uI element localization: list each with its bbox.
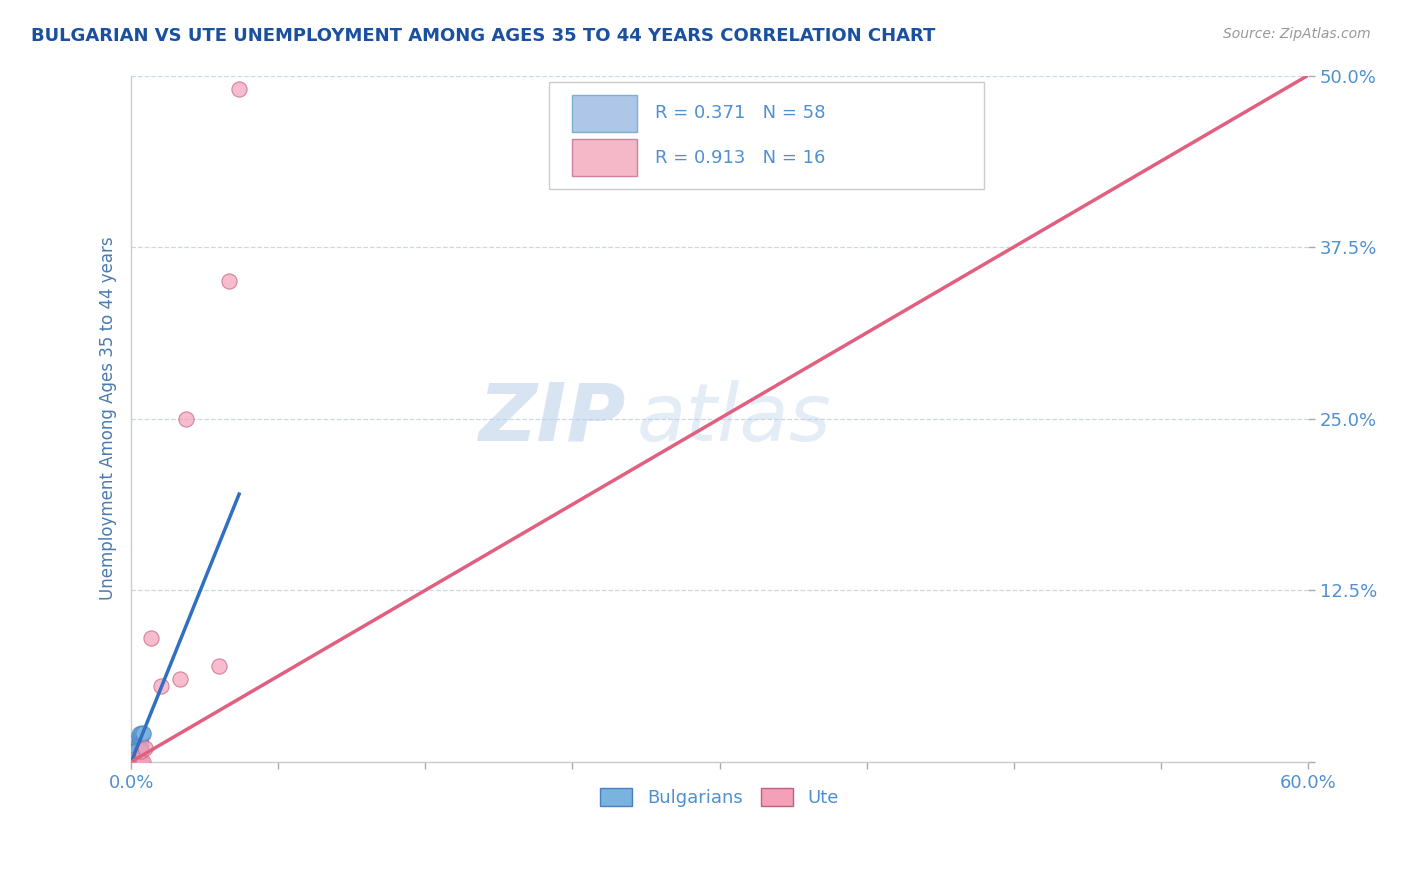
Point: [128, 730, 150, 744]
Point: [122, 753, 145, 767]
Point: [127, 742, 149, 756]
Point: [139, 632, 162, 646]
Point: [122, 753, 145, 767]
Point: [122, 753, 145, 767]
Point: [124, 744, 146, 758]
Legend: Bulgarians, Ute: Bulgarians, Ute: [593, 780, 846, 814]
Text: BULGARIAN VS UTE UNEMPLOYMENT AMONG AGES 35 TO 44 YEARS CORRELATION CHART: BULGARIAN VS UTE UNEMPLOYMENT AMONG AGES…: [31, 27, 935, 45]
Point: [122, 752, 145, 766]
Point: [128, 741, 150, 756]
Point: [120, 753, 142, 767]
Point: [128, 739, 150, 754]
Point: [127, 747, 149, 762]
Point: [122, 752, 145, 766]
Point: [129, 755, 152, 769]
Point: [120, 755, 142, 769]
Point: [120, 752, 142, 766]
Bar: [572, 138, 637, 177]
Point: [174, 411, 197, 425]
Point: [122, 755, 145, 769]
Point: [122, 747, 145, 762]
Point: [122, 753, 145, 767]
Point: [120, 755, 142, 769]
Point: [122, 755, 145, 769]
Point: [120, 753, 142, 767]
Point: [124, 749, 146, 764]
Point: [127, 741, 149, 756]
Point: [228, 82, 250, 96]
Point: [120, 753, 142, 767]
Point: [122, 749, 145, 764]
Point: [132, 755, 155, 769]
Point: [129, 729, 152, 743]
Point: [149, 679, 172, 693]
Point: [128, 755, 150, 769]
Point: [124, 755, 146, 769]
Point: [208, 658, 231, 673]
Point: [132, 727, 155, 741]
Point: [124, 752, 146, 766]
Text: R = 0.371   N = 58: R = 0.371 N = 58: [655, 104, 825, 122]
Point: [120, 749, 142, 764]
Point: [120, 752, 142, 766]
Point: [127, 739, 149, 753]
Point: [124, 747, 146, 762]
Text: atlas: atlas: [637, 380, 832, 458]
Point: [132, 726, 155, 740]
Point: [128, 729, 150, 743]
Point: [129, 727, 152, 741]
Point: [122, 752, 145, 766]
Point: [127, 747, 149, 761]
Point: [122, 750, 145, 764]
Point: [124, 752, 146, 766]
Point: [134, 741, 156, 756]
Point: [122, 755, 145, 769]
Point: [124, 750, 146, 764]
Point: [122, 755, 145, 769]
Point: [124, 745, 146, 759]
Point: [128, 727, 150, 741]
Point: [120, 750, 142, 764]
Bar: [572, 95, 637, 133]
FancyBboxPatch shape: [548, 82, 984, 189]
Point: [122, 755, 145, 769]
Point: [129, 726, 152, 740]
Point: [124, 753, 146, 767]
Point: [218, 274, 240, 288]
Point: [129, 744, 152, 758]
Text: Source: ZipAtlas.com: Source: ZipAtlas.com: [1223, 27, 1371, 41]
Point: [120, 755, 142, 769]
Text: ZIP: ZIP: [478, 380, 626, 458]
Point: [127, 755, 149, 769]
Y-axis label: Unemployment Among Ages 35 to 44 years: Unemployment Among Ages 35 to 44 years: [100, 237, 117, 600]
Point: [169, 673, 191, 687]
Point: [120, 755, 142, 769]
Point: [120, 753, 142, 767]
Text: R = 0.913   N = 16: R = 0.913 N = 16: [655, 149, 825, 167]
Point: [122, 753, 145, 767]
Point: [129, 737, 152, 751]
Point: [128, 739, 150, 753]
Point: [124, 747, 146, 761]
Point: [127, 744, 149, 758]
Point: [124, 753, 146, 767]
Point: [128, 739, 150, 754]
Point: [124, 752, 146, 766]
Point: [128, 737, 150, 751]
Point: [122, 755, 145, 769]
